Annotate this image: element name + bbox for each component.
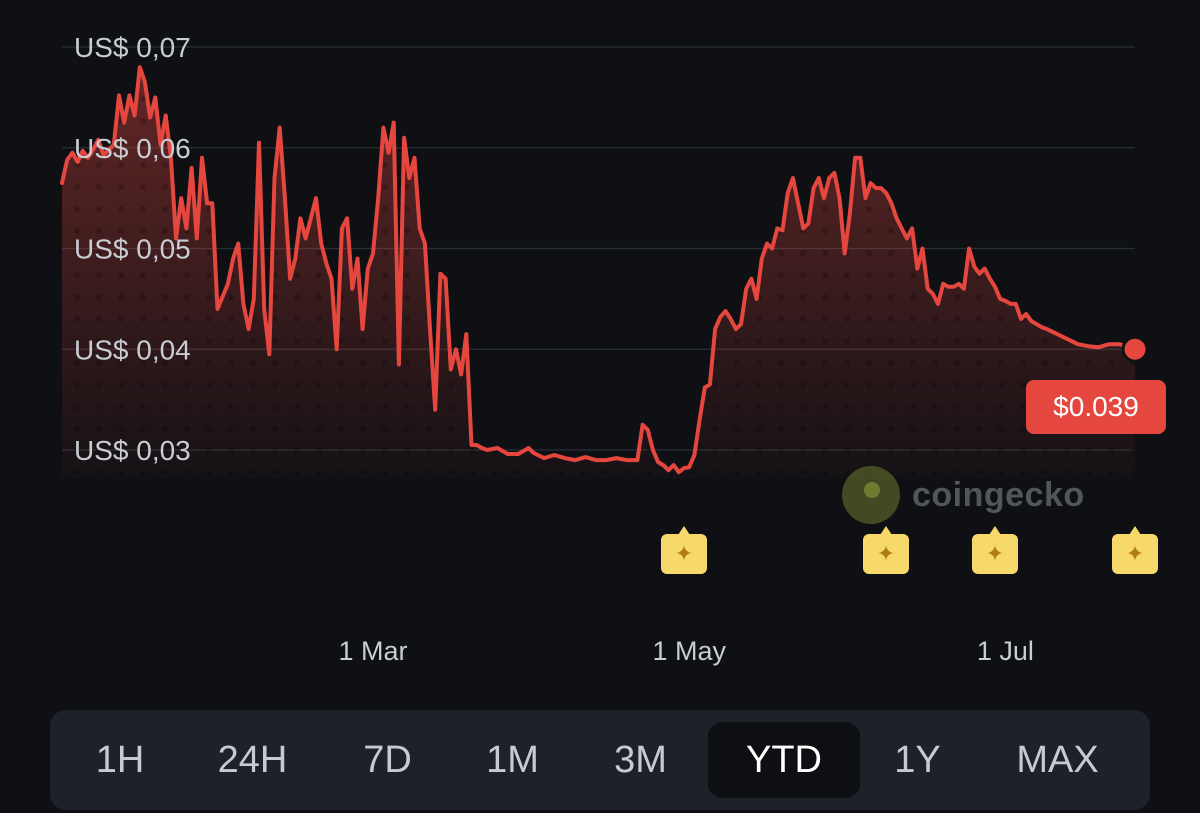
x-axis-labels: 1 Mar 1 May 1 Jul [338,636,1033,666]
current-price-dot [1121,335,1149,363]
range-max-button[interactable]: MAX [1016,738,1099,781]
sparkle-icon[interactable]: ✦ [661,526,707,574]
area-dot-pattern [62,67,1135,478]
x-tick-label: 1 Mar [338,636,407,666]
range-1y-button[interactable]: 1Y [894,738,941,781]
price-series-line [60,65,1137,475]
x-tick-label: 1 Jul [977,636,1034,666]
price-line [60,65,1149,475]
y-tick-label: US$ 0,04 [74,334,191,365]
coingecko-watermark: coingecko [842,466,1085,524]
watermark-text: coingecko [912,475,1085,514]
sparkle-icon[interactable]: ✦ [972,526,1018,574]
range-ytd-button[interactable]: YTD [708,722,860,798]
y-tick-label: US$ 0,06 [74,133,191,164]
range-selector: 1H 24H 7D 1M 3M YTD 1Y MAX [50,710,1150,810]
sparkle-icon[interactable]: ✦ [863,526,909,574]
y-tick-label: US$ 0,07 [74,32,191,63]
range-1m-button[interactable]: 1M [486,738,539,781]
range-3m-button[interactable]: 3M [614,738,667,781]
range-7d-button[interactable]: 7D [363,738,412,781]
y-tick-label: US$ 0,03 [74,435,191,466]
price-chart: US$ 0,07 US$ 0,06 US$ 0,05 US$ 0,04 US$ 0,03… [60,32,1149,666]
sparkle-icon[interactable]: ✦ [1112,526,1158,574]
y-tick-label: US$ 0,05 [74,234,191,265]
range-1h-button[interactable]: 1H [95,738,145,781]
range-24h-button[interactable]: 24H [217,738,288,781]
x-tick-label: 1 May [652,636,726,666]
area-fill [62,67,1135,478]
coingecko-logo-icon [842,466,900,524]
y-axis-labels: US$ 0,07 US$ 0,06 US$ 0,05 US$ 0,04 US$ 0,03 [74,32,191,466]
current-price-badge: $0.039 [1026,380,1166,434]
